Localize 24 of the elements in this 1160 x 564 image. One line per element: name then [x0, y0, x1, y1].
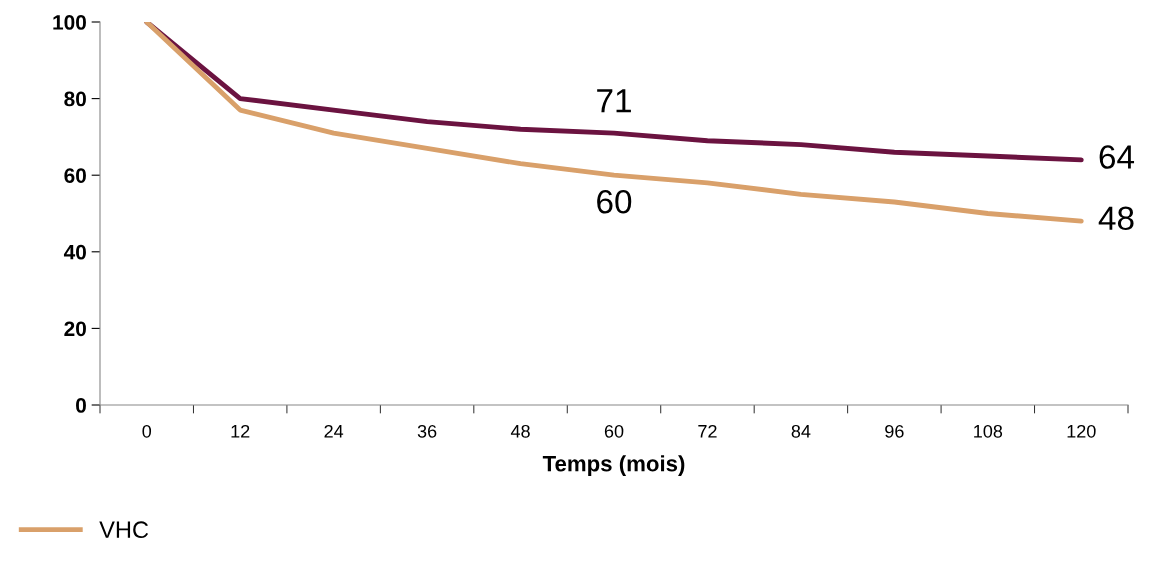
x-tick-label: 108 [974, 424, 1003, 438]
y-tick-label: 0 [76, 398, 86, 413]
y-tick-label: 100 [53, 15, 86, 30]
x-tick-label: 96 [885, 424, 904, 438]
x-tick-label: 120 [1067, 424, 1096, 438]
y-tick-label: 80 [64, 91, 86, 107]
x-tick-label: 48 [510, 424, 530, 438]
x-tick-label: 60 [604, 424, 624, 438]
x-tick-label: 72 [698, 424, 717, 438]
x-tick-label: 36 [417, 424, 437, 438]
y-tick-label: 20 [64, 321, 86, 337]
data-label: 71 [597, 89, 631, 113]
legend-label: VHC [99, 521, 149, 539]
x-axis-title: Temps (mois) [542, 455, 685, 476]
data-label: 48 [1098, 206, 1134, 231]
x-tick-label: 24 [324, 424, 344, 438]
data-label: 60 [597, 189, 632, 214]
y-tick-label: 40 [63, 244, 86, 260]
x-tick-label: 0 [142, 424, 152, 438]
x-tick-label: 12 [231, 424, 250, 438]
line-series [144, 22, 1084, 224]
data-label: 64 [1099, 145, 1135, 169]
y-tick-label: 60 [64, 168, 86, 183]
x-tick-label: 84 [791, 424, 811, 438]
